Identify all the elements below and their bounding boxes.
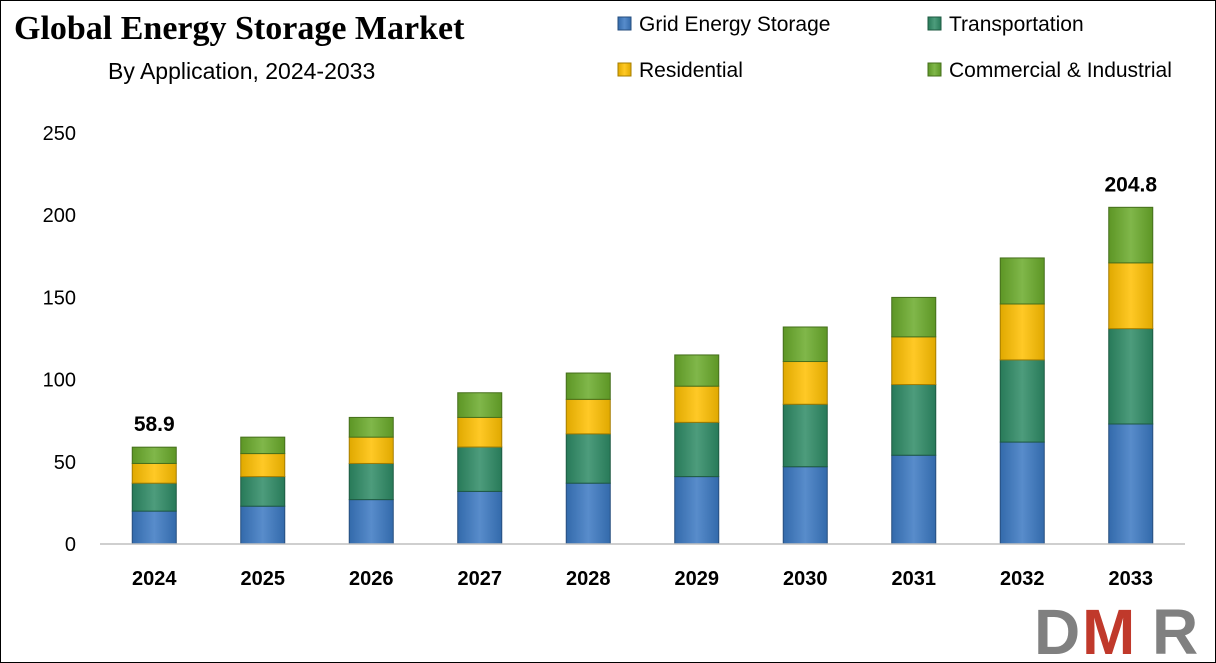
bar-segment: [240, 505, 286, 545]
bar-segment: [240, 476, 286, 507]
bar-segment: [457, 490, 503, 545]
bar-segment: [999, 441, 1045, 545]
legend-label: Residential: [639, 59, 743, 82]
bar-segment: [348, 436, 394, 464]
bar-segment: [457, 392, 503, 418]
bar-segment: [240, 436, 286, 455]
logo-letter: D: [1034, 596, 1078, 663]
logo-letter: R: [1152, 596, 1197, 663]
bar-segment: [131, 510, 177, 545]
bar-segment: [1108, 328, 1154, 425]
bar-segment: [565, 482, 611, 545]
legend-swatch: [927, 62, 942, 77]
y-tick-label: 100: [43, 370, 76, 392]
bar-segment: [565, 398, 611, 435]
bar-segment: [565, 433, 611, 484]
legend-swatch: [617, 62, 632, 77]
y-tick-label: 150: [43, 287, 76, 309]
chart-subtitle: By Application, 2024-2033: [108, 58, 376, 84]
bar-segment: [1108, 262, 1154, 330]
bar-segment: [674, 385, 720, 423]
x-tick-label: 2028: [566, 568, 611, 590]
bar-segment: [782, 466, 828, 545]
bar-segment: [457, 446, 503, 492]
x-tick-label: 2030: [783, 568, 828, 590]
x-tick-label: 2027: [458, 568, 503, 590]
chart-title: Global Energy Storage Market: [14, 10, 465, 47]
y-tick-label: 250: [43, 123, 76, 145]
bar-segment: [131, 446, 177, 464]
bar-segment: [999, 303, 1045, 361]
bar-segment: [674, 354, 720, 387]
legend-swatch: [617, 16, 632, 31]
x-tick-label: 2025: [241, 568, 286, 590]
bar-segment: [674, 421, 720, 478]
x-axis: 2024 2025 2026 2027 2028 2029 2030 2031 2032 2033: [100, 543, 1185, 590]
bar-segment: [891, 296, 937, 338]
bars: [131, 206, 1154, 545]
legend-swatch: [927, 16, 942, 31]
y-tick-label: 0: [65, 534, 76, 556]
bar-segment: [240, 453, 286, 478]
bar-segment: [891, 336, 937, 386]
x-tick-label: 2026: [349, 568, 394, 590]
logo-letter: M: [1082, 596, 1133, 663]
bar-segment: [1108, 206, 1154, 264]
bar-segment: [782, 361, 828, 405]
legend: Grid Energy Storage Transportation Residen…: [617, 13, 1172, 82]
y-tick-label: 200: [43, 205, 76, 227]
x-tick-label: 2031: [892, 568, 937, 590]
legend-label: Transportation: [949, 13, 1084, 36]
data-label: 58.9: [134, 413, 175, 436]
bar-segment: [457, 416, 503, 448]
x-tick-label: 2032: [1000, 568, 1045, 590]
bar-segment: [999, 257, 1045, 305]
data-labels: 58.9 204.8: [134, 173, 1158, 436]
legend-label: Commercial & Industrial: [949, 59, 1172, 82]
bar-segment: [131, 462, 177, 484]
data-label: 204.8: [1104, 173, 1157, 196]
bar-segment: [565, 372, 611, 400]
bar-segment: [674, 476, 720, 545]
y-axis: 0 50 100 150 200 250: [43, 123, 76, 556]
bar-segment: [131, 482, 177, 512]
bar-segment: [348, 416, 394, 438]
bar-segment: [782, 403, 828, 468]
bar-segment: [348, 462, 394, 501]
bar-segment: [782, 326, 828, 363]
bar-segment: [999, 359, 1045, 443]
x-tick-label: 2033: [1109, 568, 1154, 590]
bar-segment: [348, 499, 394, 545]
x-tick-label: 2024: [132, 568, 177, 590]
bar-segment: [1108, 423, 1154, 545]
x-tick-label: 2029: [675, 568, 720, 590]
legend-label: Grid Energy Storage: [639, 13, 830, 36]
y-tick-label: 50: [54, 452, 76, 474]
bar-segment: [891, 384, 937, 456]
bar-segment: [891, 454, 937, 545]
